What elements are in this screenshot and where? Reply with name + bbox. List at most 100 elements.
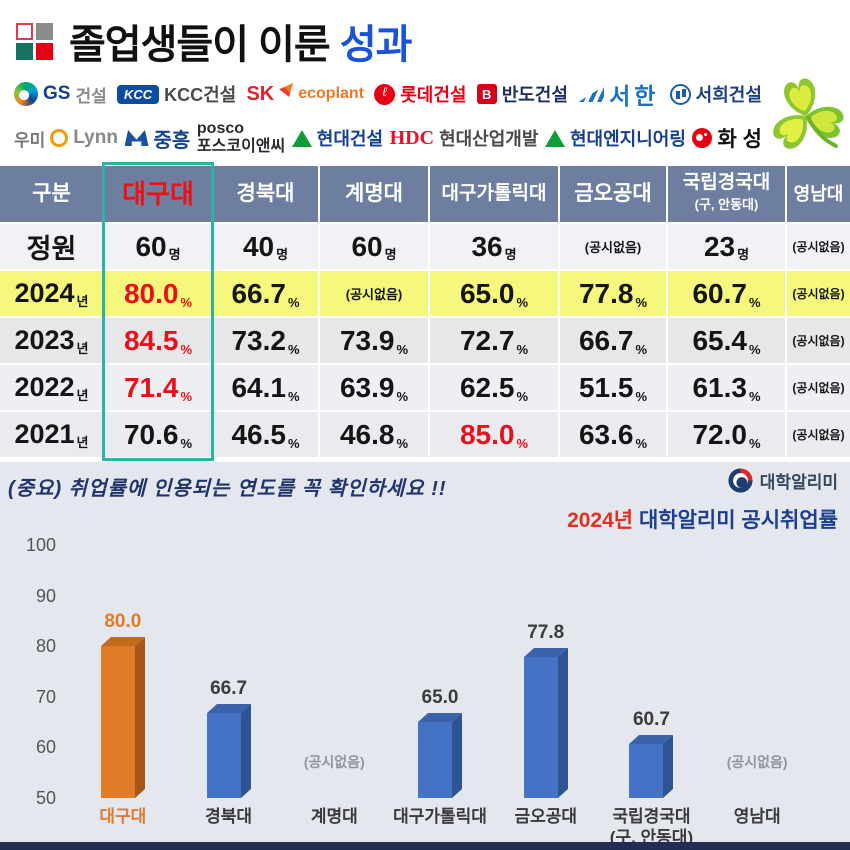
table-header-7: 영남대 xyxy=(787,166,850,222)
table-cell: (공시없음) xyxy=(560,224,666,269)
bar-3d xyxy=(100,637,145,798)
logo-text: KCC건설 xyxy=(164,85,237,105)
chart-section: (중요) 취업률에 인용되는 연도를 꼭 확인하세요 !! 대학알리미 2024… xyxy=(0,462,850,850)
logo-lotte-construction: 롯데건설 xyxy=(374,81,466,107)
logo-text: HDC xyxy=(389,126,435,149)
logo-text: Lynn xyxy=(73,127,118,148)
logo-text: 현대건설 xyxy=(316,129,384,149)
important-note: (중요) 취업률에 인용되는 연도를 꼭 확인하세요 !! xyxy=(8,478,447,500)
logo-text: 현대산업개발 xyxy=(439,129,539,149)
y-tick-label: 70 xyxy=(35,686,56,707)
gs-swirl-icon xyxy=(14,82,38,106)
bar-value-label: 60.7 xyxy=(632,709,670,730)
logo-woomi-lynn: 우미 Lynn xyxy=(14,126,118,151)
table-header-1: 대구대 xyxy=(105,166,211,222)
square-red-icon xyxy=(36,42,53,60)
logo-text: 화 성 xyxy=(717,128,762,151)
table-cell: 66.7% xyxy=(560,318,666,363)
employment-table: 구분 대구대 경북대 계명대 대구가톨릭대 금오공대 국립경국대 (구, 안동대) 영남대 정원 6… xyxy=(0,162,850,461)
bar-3d xyxy=(418,713,463,798)
table-cell: 85.0% xyxy=(430,412,558,457)
logo-seohan: 서한 xyxy=(578,77,659,111)
x-category-label: 대구대 xyxy=(99,807,147,826)
logo-text: 롯데건설 xyxy=(400,85,467,105)
table-cell: (공시없음) xyxy=(787,412,850,457)
page-header: 졸업생들이 이룬 성과 xyxy=(16,12,413,70)
page-title-accent: 성과 xyxy=(339,23,413,67)
table-cell: 62.5% xyxy=(430,365,558,410)
chart-title: 2024년 대학알리미 공시취업률 xyxy=(567,504,838,534)
table-cell: 72.7% xyxy=(430,318,558,363)
arch-house-icon xyxy=(124,130,149,146)
table-cell: 77.8% xyxy=(560,271,666,316)
table-cell: (공시없음) xyxy=(787,224,850,269)
table-cell: 84.5% xyxy=(105,318,211,363)
logo-text: ecoplant xyxy=(298,85,365,102)
table-cell: 36 명 xyxy=(430,224,558,269)
logo-sk-ecoplant: SK ecoplant xyxy=(246,83,364,106)
green-triangle-icon xyxy=(291,129,312,147)
table-cell: 51.5% xyxy=(560,365,666,410)
page-title-text: 졸업생들이 이룬 xyxy=(69,23,331,67)
square-outline-icon xyxy=(16,22,33,40)
row-label: 2022 년 xyxy=(0,365,103,410)
no-data-label: (공시없음) xyxy=(303,754,365,770)
red-swirl-icon xyxy=(692,128,713,148)
lotte-circle-icon xyxy=(374,83,396,105)
table-cell: 46.8% xyxy=(320,412,428,457)
chart-xlabels: 대구대 경북대 계명대 대구가톨릭대 금오공대 국립경국대 (구, 안동대) 영남대 xyxy=(70,806,810,848)
table-cell: 64.1% xyxy=(213,365,318,410)
bar-value-label: 77.8 xyxy=(527,622,565,643)
bando-b-icon: B xyxy=(476,84,497,104)
academyinfo-taegeuk-icon xyxy=(727,467,754,494)
table-cell: 61.3% xyxy=(668,365,785,410)
table-cell: 63.9% xyxy=(320,365,428,410)
logo-text: SK xyxy=(246,82,275,105)
x-category-label: 영남대 xyxy=(733,807,781,826)
chart-column: (공시없음) xyxy=(704,545,810,798)
chart-plot: 80.0 66.7 (공시없음) 65.0 77.8 60.7 (공시없음) xyxy=(70,545,810,798)
logo-hyundai-engineering: 현대엔지니어링 xyxy=(544,125,686,151)
logo-text: 우미 xyxy=(14,130,46,150)
logo-hwasung: 화 성 xyxy=(692,123,762,153)
chart-column: 77.8 xyxy=(493,545,599,798)
building-circle-icon xyxy=(669,83,691,105)
no-data-label: (공시없음) xyxy=(726,754,788,770)
chart-column: 66.7 xyxy=(176,545,282,798)
table-cell: 65.0% xyxy=(430,271,558,316)
bottom-navy-strip xyxy=(0,842,850,850)
row-label: 2023 년 xyxy=(0,318,103,363)
table-grid: 구분 대구대 경북대 계명대 대구가톨릭대 금오공대 국립경국대 (구, 안동대) 영남대 정원 6… xyxy=(0,166,850,457)
table-cell: (공시없음) xyxy=(320,271,428,316)
table-header-6: 국립경국대 (구, 안동대) xyxy=(668,166,785,222)
chart-column: 60.7 xyxy=(599,545,705,798)
table-header-4: 대구가톨릭대 xyxy=(430,166,558,222)
wave-stripes-icon xyxy=(578,86,605,102)
logo-text: 반도건설 xyxy=(501,85,568,105)
chart-column: (공시없음) xyxy=(281,545,387,798)
source-logo: 대학알리미 xyxy=(727,467,838,494)
y-tick-label: 60 xyxy=(35,737,56,758)
source-name: 대학알리미 xyxy=(759,473,838,492)
table-cell: 46.5% xyxy=(213,412,318,457)
logo-jungheung: 중흥 xyxy=(124,124,191,153)
logo-text: 중흥 xyxy=(153,129,191,152)
bar-3d xyxy=(206,704,251,798)
logo-text: 포스코이앤씨 xyxy=(196,138,286,155)
table-cell: (공시없음) xyxy=(787,365,850,410)
logo-text: 서한 xyxy=(609,83,660,109)
table-cell: 71.4% xyxy=(105,365,211,410)
logo-text: 현대엔지니어링 xyxy=(569,129,686,149)
chart-column: 80.0 xyxy=(70,545,176,798)
logo-gs-construction: GS 건설 xyxy=(14,82,107,107)
chart-title-rest: 대학알리미 공시취업률 xyxy=(633,509,838,532)
table-cell: (공시없음) xyxy=(787,318,850,363)
x-category-label: 계명대 xyxy=(310,807,358,826)
table-header-0: 구분 xyxy=(0,166,103,222)
table-cell: 73.9% xyxy=(320,318,428,363)
table-cell: 80.0% xyxy=(105,271,211,316)
table-cell: 66.7% xyxy=(213,271,318,316)
x-category-label: 금오공대 xyxy=(514,807,578,826)
orange-ring-icon xyxy=(50,129,69,147)
